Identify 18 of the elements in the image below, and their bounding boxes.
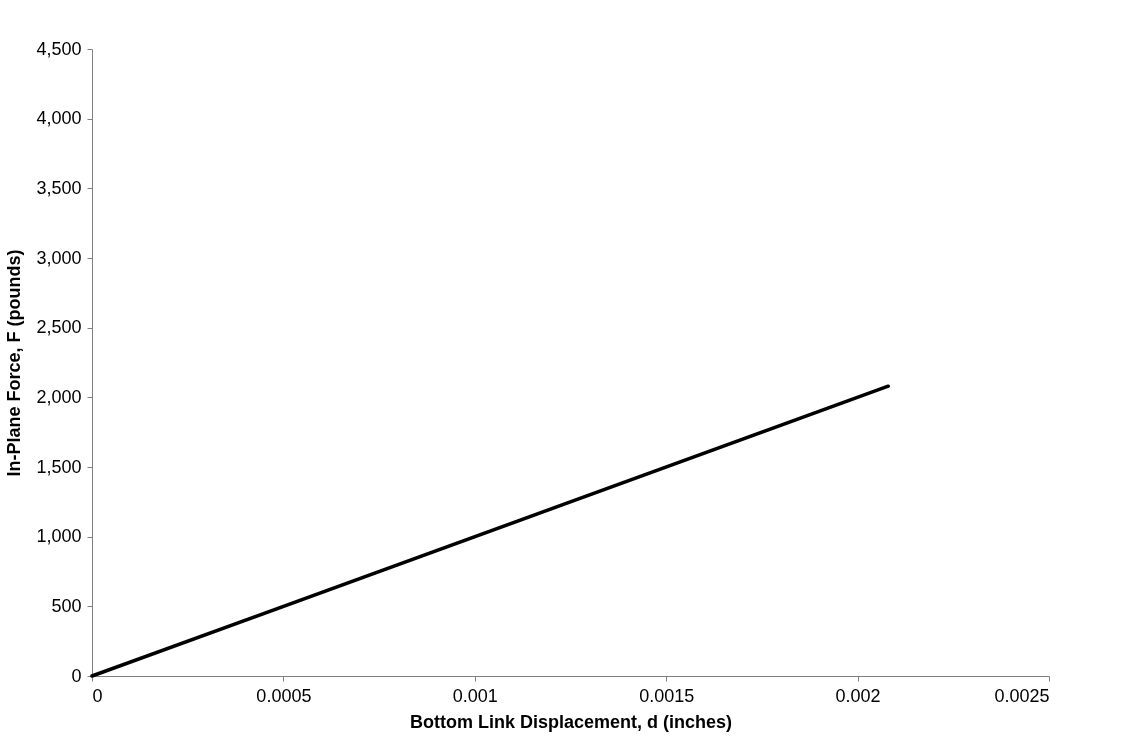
x-axis-title: Bottom Link Displacement, d (inches)	[409, 711, 733, 732]
x-tick-label: 0.002	[835, 685, 881, 706]
x-tick-label: 0.0005	[256, 685, 312, 706]
y-tick-label: 500	[51, 595, 82, 616]
x-tick-label: 0.001	[452, 685, 498, 706]
y-tick-label: 1,500	[36, 456, 82, 477]
y-tick-label: 2,000	[36, 386, 82, 407]
y-tick-label: 3,000	[36, 247, 82, 268]
y-tick-label: 3,500	[36, 177, 82, 198]
y-tick-label: 4,500	[36, 38, 82, 59]
x-tick-label: 0.0015	[639, 685, 695, 706]
x-tick-label: 0	[92, 685, 103, 706]
y-tick-label: 0	[71, 665, 82, 686]
y-tick-label: 2,500	[36, 317, 82, 338]
y-tick-label: 4,000	[36, 108, 82, 129]
x-tick-label: 0.0025	[994, 685, 1050, 706]
y-axis-title: In-Plane Force, F (pounds)	[4, 249, 25, 477]
y-tick-label: 1,000	[36, 526, 82, 547]
